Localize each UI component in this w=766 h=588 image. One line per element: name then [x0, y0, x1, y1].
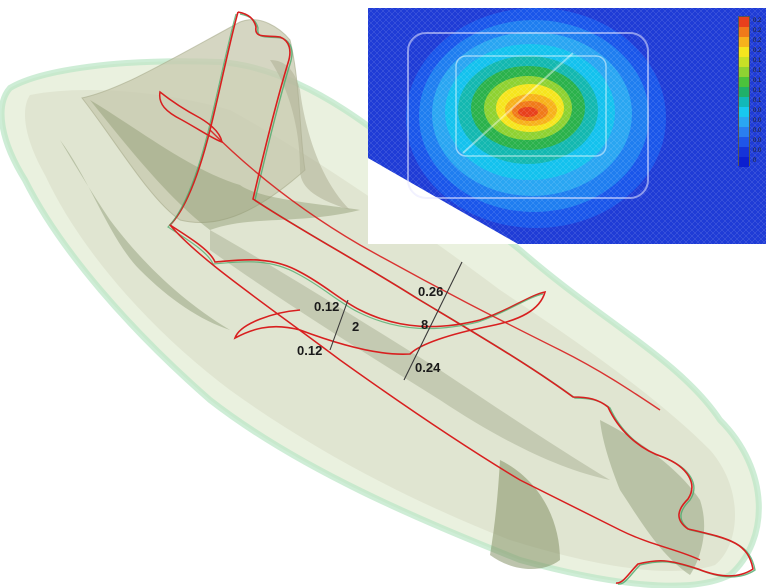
thickness-label-left-bottom: 0.12 — [297, 343, 323, 358]
colorbar-swatch — [739, 47, 749, 57]
colorbar-tick-label: 0.2 — [753, 18, 762, 24]
gap-label-left: 2 — [352, 319, 360, 334]
shading-band-lower — [490, 460, 560, 570]
shading-band-right — [600, 420, 705, 575]
colorbar-tick-label: 0.2 — [753, 38, 762, 44]
colorbar-tick-label: 0.2 — [753, 48, 762, 54]
shading-band-center — [210, 230, 610, 480]
thickness-label-left-top: 0.12 — [314, 299, 340, 314]
colorbar-tick-label: 0.0 — [753, 118, 762, 124]
colorbar-swatch — [739, 37, 749, 47]
colorbar-swatch — [739, 107, 749, 117]
colorbar-tick-label: 0.1 — [753, 98, 762, 104]
shading-band-fin-right — [270, 60, 350, 210]
simulation-contour-inset — [368, 8, 766, 244]
colorbar-legend — [738, 16, 750, 167]
colorbar-tick-label: 0.1 — [753, 78, 762, 84]
colorbar-swatch — [739, 97, 749, 107]
outline-left-contour-green — [167, 13, 544, 330]
thickness-label-right-bottom: 0.24 — [415, 360, 441, 375]
colorbar-swatch — [739, 87, 749, 97]
colorbar-tick-label: 0.0 — [753, 148, 762, 154]
inset-mesh-overlay — [368, 8, 766, 244]
dimension-leader-left — [329, 299, 349, 351]
colorbar-tick-label: 0.0 — [753, 138, 762, 144]
outline-keel-red — [209, 129, 661, 411]
outline-fin-edge-red — [169, 224, 701, 561]
colorbar-tick-label: 0.1 — [753, 88, 762, 94]
thickness-label-right-top: 0.26 — [418, 284, 444, 299]
colorbar-swatch — [739, 117, 749, 127]
gap-label-right: 8 — [421, 317, 429, 332]
colorbar-tick-label: 0.0 — [753, 108, 762, 114]
colorbar-swatch — [739, 127, 749, 137]
shading-band-upper — [90, 100, 360, 230]
colorbar-tick-label: 0.0 — [753, 128, 762, 134]
colorbar-swatch — [739, 17, 749, 27]
outline-spine-red — [237, 11, 754, 584]
colorbar-tick-label: 0.2 — [753, 28, 762, 34]
colorbar-tick-label: 0.1 — [753, 58, 762, 64]
colorbar-swatch — [739, 27, 749, 37]
colorbar-swatch — [739, 77, 749, 87]
colorbar-swatch — [739, 147, 749, 157]
colorbar-swatch — [739, 57, 749, 67]
colorbar-swatch — [739, 137, 749, 147]
dimension-leader-right — [403, 261, 463, 381]
colorbar-swatch — [739, 157, 749, 167]
colorbar-swatch — [739, 67, 749, 77]
colorbar-tick-label: 0 — [753, 158, 757, 164]
colorbar-tick-label: 0.1 — [753, 68, 762, 74]
